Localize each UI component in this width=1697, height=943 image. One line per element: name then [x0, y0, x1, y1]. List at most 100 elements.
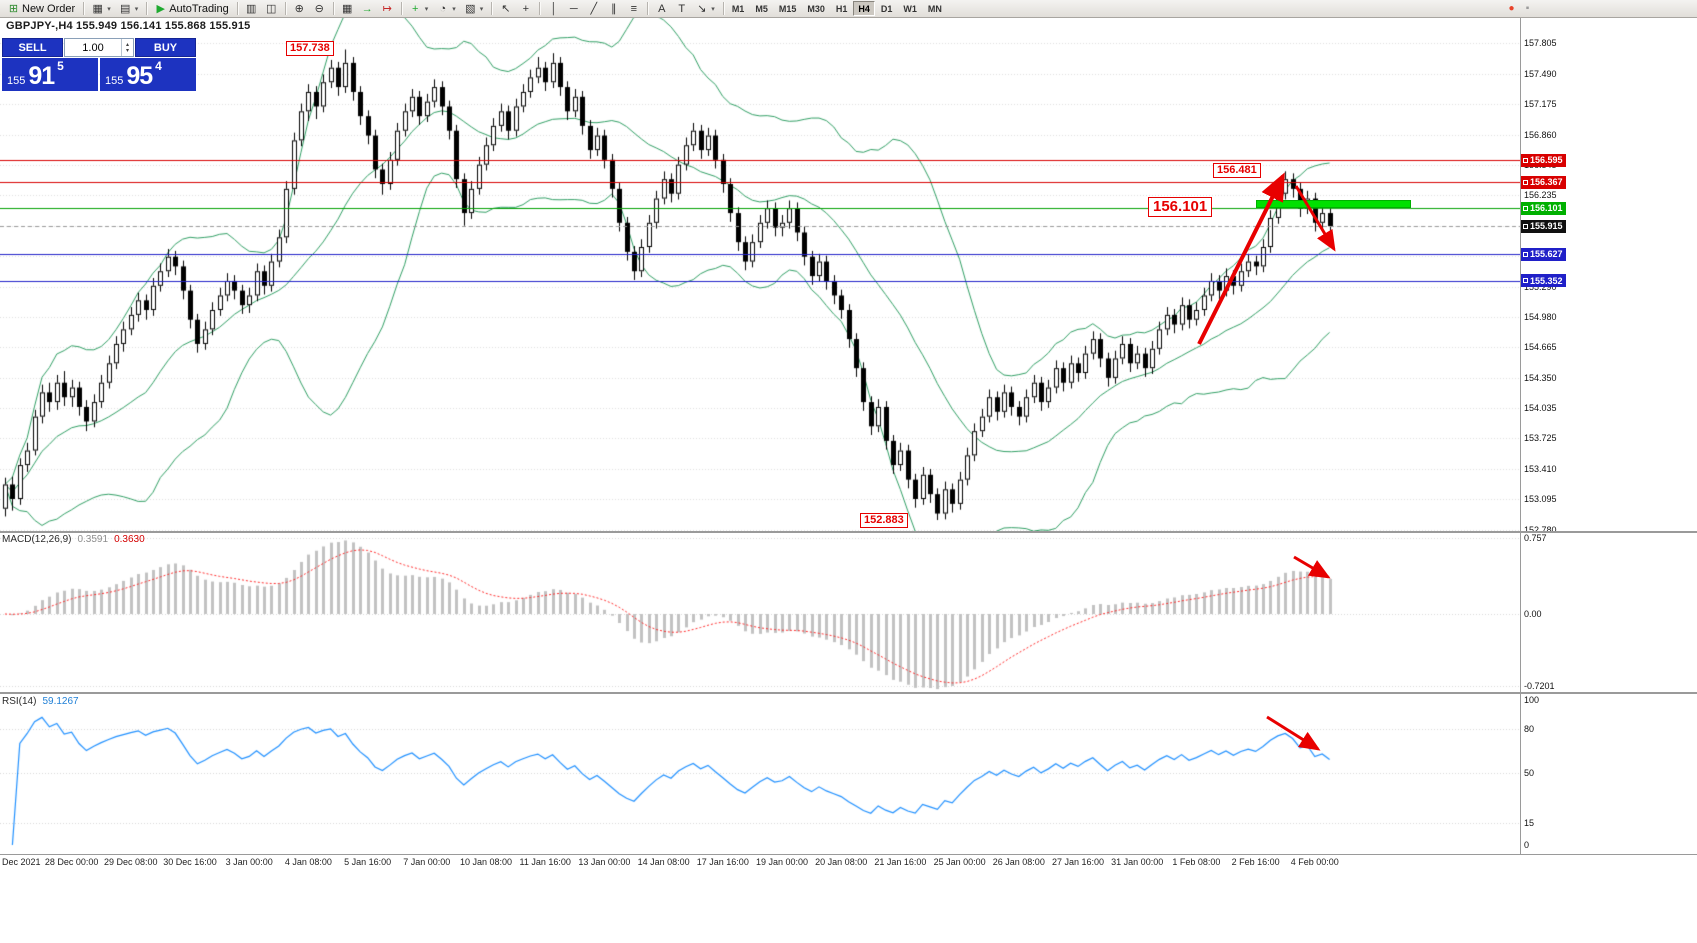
fibonacci-button[interactable]: ≡ — [624, 1, 643, 17]
buy-price[interactable]: 155 95 4 — [100, 58, 196, 91]
panel-splitter-macd[interactable] — [0, 531, 1697, 533]
buy-button[interactable]: BUY — [135, 38, 196, 57]
price-tag[interactable]: 156.101 — [1521, 201, 1566, 215]
price-tag-value: 156.101 — [1530, 203, 1563, 214]
tag-marker-icon — [1523, 205, 1528, 211]
price-axis-label: 157.175 — [1524, 99, 1557, 110]
price-axis-label: 154.665 — [1524, 342, 1557, 353]
time-axis-label: 19 Jan 00:00 — [755, 857, 809, 867]
rsi-indicator-panel[interactable] — [0, 694, 1520, 854]
sell-price[interactable]: 155 91 5 — [2, 58, 98, 91]
new-chart-button[interactable]: ▦ ▾ — [88, 1, 115, 17]
zoom-out-button[interactable]: ⊖ — [310, 1, 329, 17]
rsi-axis-label: 15 — [1524, 818, 1535, 829]
timeframe-h1-button[interactable]: H1 — [835, 4, 848, 14]
time-axis-label: 31 Jan 00:00 — [1111, 857, 1164, 867]
price-tag-value: 156.595 — [1530, 155, 1563, 166]
panel-splitter-rsi[interactable] — [0, 692, 1697, 694]
rsi-axis-label: 80 — [1524, 724, 1535, 734]
dropdown-arrow-icon[interactable]: ▾ — [424, 5, 429, 13]
tag-marker-icon — [1523, 179, 1528, 185]
annotation-price-label[interactable]: 157.738 — [286, 41, 334, 56]
price-tag[interactable]: 156.595 — [1521, 153, 1566, 167]
timeframe-m30-button[interactable]: M30 — [807, 4, 825, 14]
tile-windows-icon: ▦ — [342, 2, 353, 15]
annotation-price-label[interactable]: 156.101 — [1148, 197, 1213, 217]
alert-status-icon[interactable]: ● — [1508, 2, 1515, 14]
dropdown-arrow-icon[interactable]: ▾ — [452, 5, 456, 13]
resistance-highlight-band[interactable] — [1255, 199, 1411, 209]
timeframe-mn-button[interactable]: MN — [927, 4, 942, 14]
macd-axis-label: -0.7201 — [1524, 681, 1555, 691]
fibonacci-icon: ≡ — [630, 2, 637, 15]
toolbar-buttons: ⊞ New Order ▦ ▾ ▤ ▾ ▶ AutoTrading ▥ ◫ ⊕ ⊖ ▦ → ↦ + ▾ ◔ ▾ ▧ ▾ ↖… — [4, 1, 727, 17]
horizontal-line-button[interactable]: ─ — [564, 1, 583, 17]
timeframe-m1-button[interactable]: M1 — [731, 4, 745, 14]
new-order-button[interactable]: ⊞ New Order — [4, 1, 79, 17]
volume-value[interactable]: 1.00 — [82, 41, 104, 54]
vertical-line-button[interactable]: │ — [544, 1, 563, 17]
toolbar-separator — [83, 2, 85, 15]
price-axis-label: 153.095 — [1524, 494, 1557, 505]
volume-field[interactable]: 1.00 ▴ ▾ — [64, 38, 134, 57]
text-button[interactable]: A — [652, 1, 671, 17]
timeframe-m5-button[interactable]: M5 — [755, 4, 768, 14]
arrows-button[interactable]: ↘ ▾ — [692, 1, 719, 17]
crosshair-button[interactable]: + — [516, 1, 535, 17]
zoom-in-button[interactable]: ⊕ — [290, 1, 309, 17]
sell-button[interactable]: SELL — [2, 38, 63, 57]
candlestick-chart-button[interactable]: ◫ — [262, 1, 281, 17]
price-axis-label: 156.235 — [1524, 190, 1557, 201]
price-chart[interactable] — [0, 17, 1520, 531]
profiles-button[interactable]: ▤ ▾ — [116, 1, 143, 17]
templates-button[interactable]: ▧ ▾ — [461, 1, 488, 17]
timeframe-w1-button[interactable]: W1 — [903, 4, 917, 14]
price-axis-label: 157.805 — [1524, 38, 1557, 48]
text-icon: A — [658, 2, 666, 15]
tile-windows-button[interactable]: ▦ — [338, 1, 357, 17]
channel-button[interactable]: ∥ — [604, 1, 623, 17]
annotation-price-label[interactable]: 152.883 — [860, 513, 908, 528]
dropdown-arrow-icon[interactable]: ▾ — [479, 5, 484, 13]
auto-scroll-button[interactable]: → — [358, 1, 377, 17]
arrows-icon: ↘ — [697, 2, 707, 15]
chart-shift-button[interactable]: ↦ — [378, 1, 397, 17]
window-edge-icon[interactable]: ▪ — [1525, 2, 1530, 14]
dropdown-arrow-icon[interactable]: ▾ — [107, 5, 111, 13]
time-axis-label: 4 Jan 08:00 — [284, 857, 332, 867]
trendline-icon: ╱ — [590, 2, 598, 15]
bar-chart-button[interactable]: ▥ — [242, 1, 261, 17]
price-axis-label: 152.780 — [1524, 525, 1557, 535]
indicators-button[interactable]: + ▾ — [406, 1, 433, 17]
sell-price-prefix: 155 — [7, 75, 26, 87]
auto-scroll-icon: → — [361, 2, 373, 15]
price-axis-label: 156.860 — [1524, 129, 1557, 140]
price-axis-label: 153.410 — [1524, 463, 1557, 474]
toolbar-separator — [400, 2, 402, 15]
toolbar-separator — [491, 2, 493, 15]
price-tag[interactable]: 156.367 — [1521, 175, 1566, 189]
dropdown-arrow-icon[interactable]: ▾ — [134, 5, 139, 13]
chart-shift-icon: ↦ — [382, 2, 392, 15]
timeframe-m15-button[interactable]: M15 — [778, 4, 797, 14]
time-axis-label: 28 Dec 00:00 — [44, 857, 99, 867]
autotrading-button[interactable]: ▶ AutoTrading — [151, 1, 233, 17]
price-tag[interactable]: 155.915 — [1521, 219, 1566, 233]
timeframe-d1-button[interactable]: D1 — [880, 4, 893, 14]
cursor-button[interactable]: ↖ — [496, 1, 515, 17]
periods-button[interactable]: ◔ ▾ — [433, 1, 460, 17]
spinner-up-icon[interactable]: ▴ — [125, 41, 129, 48]
spinner-down-icon[interactable]: ▾ — [125, 47, 129, 54]
text-label-button[interactable]: T — [672, 1, 691, 17]
macd-name: MACD(12,26,9) — [2, 534, 72, 545]
timeframe-h4-button[interactable]: H4 — [853, 1, 875, 16]
chart-ohlc-title: GBPJPY-,H4 155.949 156.141 155.868 155.9… — [6, 20, 251, 32]
dropdown-arrow-icon[interactable]: ▾ — [711, 5, 715, 13]
trendline-button[interactable]: ╱ — [584, 1, 603, 17]
volume-spinner[interactable]: ▴ ▾ — [121, 39, 133, 56]
price-tag[interactable]: 155.352 — [1521, 274, 1566, 288]
price-axis-label: 154.035 — [1524, 403, 1557, 414]
macd-indicator-panel[interactable] — [0, 532, 1520, 692]
price-tag[interactable]: 155.627 — [1521, 247, 1566, 261]
annotation-price-label[interactable]: 156.481 — [1213, 163, 1261, 178]
